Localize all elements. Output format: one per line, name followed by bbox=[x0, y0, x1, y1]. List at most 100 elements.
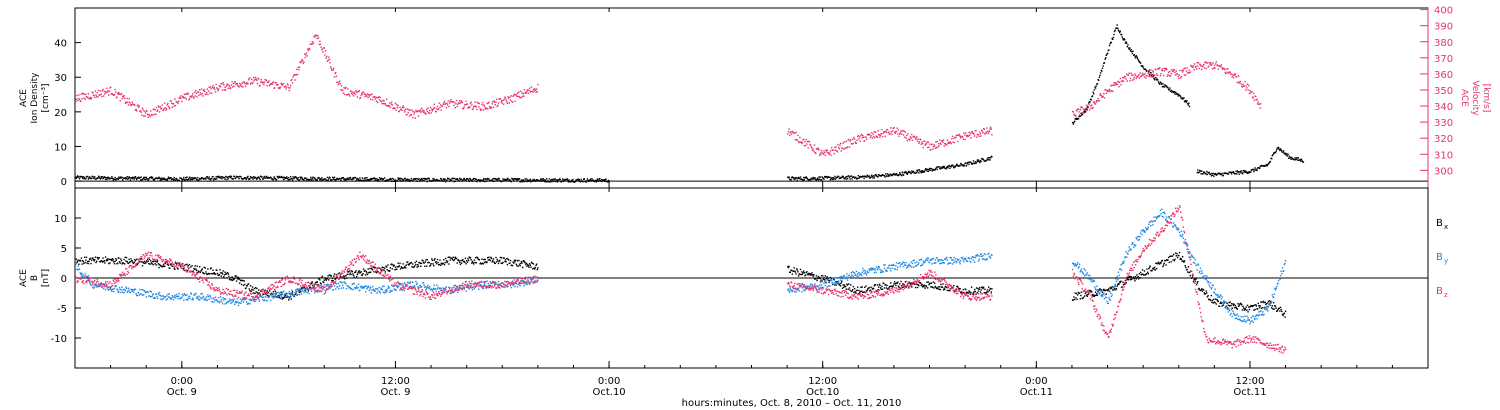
data-point bbox=[349, 176, 352, 179]
data-point bbox=[1269, 160, 1272, 163]
data-point bbox=[369, 288, 371, 290]
data-point bbox=[366, 272, 368, 274]
data-point bbox=[169, 178, 171, 180]
data-point bbox=[268, 177, 271, 179]
data-point bbox=[478, 283, 481, 285]
data-point bbox=[846, 176, 848, 178]
data-point bbox=[206, 299, 208, 301]
data-point bbox=[429, 286, 431, 288]
data-point bbox=[1184, 265, 1186, 267]
data-point bbox=[422, 180, 424, 182]
data-point bbox=[302, 287, 304, 290]
data-point bbox=[374, 290, 376, 292]
y-label-line: ACE bbox=[19, 269, 29, 287]
data-point bbox=[199, 89, 201, 91]
data-point bbox=[1239, 170, 1242, 172]
data-point bbox=[213, 272, 215, 275]
data-point bbox=[800, 273, 802, 276]
data-point bbox=[1244, 81, 1246, 83]
data-point bbox=[1255, 305, 1258, 307]
data-point bbox=[1119, 31, 1121, 34]
data-point bbox=[1276, 148, 1278, 151]
data-point bbox=[1197, 65, 1199, 67]
data-point bbox=[408, 109, 410, 111]
data-point bbox=[1170, 89, 1172, 91]
data-point bbox=[818, 149, 820, 151]
data-point bbox=[416, 266, 418, 268]
data-point bbox=[437, 286, 439, 288]
data-point bbox=[1146, 268, 1148, 270]
data-point bbox=[357, 283, 360, 285]
data-point bbox=[525, 178, 528, 180]
data-point bbox=[235, 300, 237, 303]
data-point bbox=[291, 292, 294, 294]
data-point bbox=[979, 287, 981, 289]
data-point bbox=[230, 175, 233, 178]
data-point bbox=[367, 96, 369, 99]
data-point bbox=[865, 138, 868, 140]
data-point bbox=[177, 268, 179, 270]
data-point bbox=[118, 93, 121, 95]
data-point bbox=[1187, 271, 1189, 273]
data-point bbox=[453, 287, 455, 289]
data-point bbox=[321, 276, 323, 279]
data-point bbox=[453, 259, 455, 262]
data-point bbox=[963, 134, 966, 136]
data-point bbox=[977, 133, 980, 136]
data-point bbox=[1220, 173, 1223, 175]
data-point bbox=[989, 287, 992, 290]
data-point bbox=[252, 289, 254, 291]
data-point bbox=[151, 294, 154, 296]
data-point bbox=[385, 266, 388, 268]
data-point bbox=[1252, 97, 1254, 99]
data-point bbox=[838, 284, 840, 286]
data-point bbox=[305, 52, 308, 54]
data-point bbox=[860, 133, 863, 136]
data-point bbox=[1086, 108, 1088, 110]
data-point bbox=[480, 262, 482, 264]
data-point bbox=[1137, 59, 1139, 61]
data-point bbox=[227, 84, 229, 86]
data-point bbox=[81, 176, 83, 178]
data-point bbox=[1185, 70, 1188, 72]
data-point bbox=[101, 90, 104, 92]
data-point bbox=[247, 283, 250, 285]
data-point bbox=[110, 289, 112, 291]
data-point bbox=[541, 180, 543, 182]
data-point bbox=[534, 179, 536, 181]
data-point bbox=[76, 99, 79, 102]
data-point bbox=[1171, 255, 1174, 257]
data-point bbox=[899, 283, 901, 285]
data-point bbox=[553, 178, 556, 181]
data-point bbox=[142, 289, 144, 291]
data-point bbox=[1178, 74, 1181, 76]
data-point bbox=[337, 272, 339, 275]
data-point bbox=[293, 74, 296, 76]
data-point bbox=[237, 276, 240, 279]
data-point bbox=[1115, 289, 1117, 291]
data-point bbox=[185, 93, 187, 95]
data-point bbox=[323, 281, 325, 284]
data-point bbox=[75, 101, 77, 103]
data-point bbox=[1171, 68, 1173, 71]
data-point bbox=[1072, 299, 1074, 301]
data-point bbox=[1272, 302, 1275, 304]
data-point bbox=[247, 175, 249, 178]
data-point bbox=[429, 110, 431, 112]
data-point bbox=[520, 260, 523, 263]
data-point bbox=[840, 282, 842, 284]
data-point bbox=[469, 102, 472, 105]
data-point bbox=[970, 286, 973, 288]
data-point bbox=[381, 289, 383, 291]
data-point bbox=[1120, 280, 1122, 282]
data-point bbox=[1244, 308, 1247, 311]
data-point bbox=[528, 89, 530, 92]
data-point bbox=[1286, 153, 1288, 155]
data-point bbox=[1161, 259, 1163, 262]
data-point bbox=[153, 179, 155, 181]
data-point bbox=[85, 93, 87, 96]
data-point bbox=[170, 298, 172, 300]
data-point bbox=[956, 134, 958, 136]
data-point bbox=[331, 179, 333, 181]
data-point bbox=[1232, 77, 1235, 79]
